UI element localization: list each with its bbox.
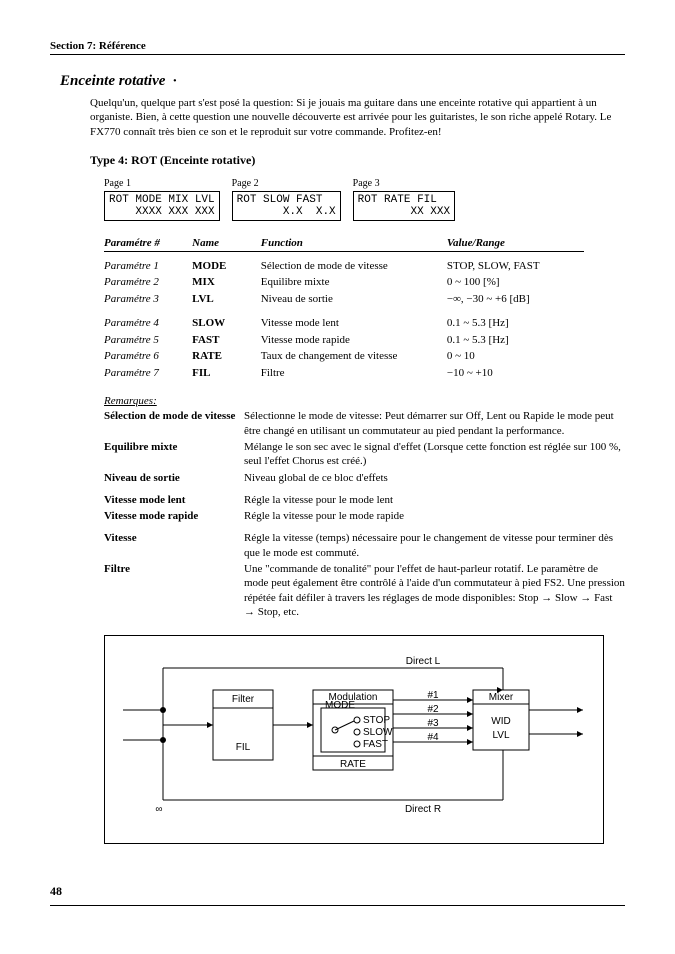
param-name: FAST <box>192 332 261 349</box>
header-function: Function <box>261 237 447 249</box>
svg-text:FIL: FIL <box>236 742 251 753</box>
param-num: Paramétre 5 <box>104 332 192 349</box>
remark-label: Vitesse mode rapide <box>104 509 244 523</box>
param-range: 0.1 ~ 5.3 [Hz] <box>447 315 584 332</box>
remark-row: Niveau de sortieNiveau global de ce bloc… <box>104 471 625 485</box>
svg-text:∞: ∞ <box>155 804 162 815</box>
param-range: 0.1 ~ 5.3 [Hz] <box>447 332 584 349</box>
remark-text: Sélectionne le mode de vitesse: Peut dém… <box>244 409 625 438</box>
remark-row: Vitesse mode lentRégle la vitesse pour l… <box>104 493 625 507</box>
param-num: Paramétre 7 <box>104 365 192 382</box>
param-name: LVL <box>192 291 261 308</box>
svg-text:#1: #1 <box>427 690 439 701</box>
remark-label: Equilibre mixte <box>104 440 244 469</box>
page-boxes: Page 1 ROT MODE MIX LVL XXXX XXX XXX Page … <box>104 178 625 221</box>
page-label: Page 2 <box>232 178 341 189</box>
block-diagram: FilterFILModulationMODESTOPSLOWFASTRATE#… <box>104 635 604 844</box>
param-func: Vitesse mode rapide <box>261 332 447 349</box>
remark-row: FiltreUne "commande de tonalité" pour l'… <box>104 562 625 619</box>
table-row: Paramétre 6RATETaux de changement de vit… <box>104 348 584 365</box>
remark-text: Niveau global de ce bloc d'effets <box>244 471 625 485</box>
header-name: Name <box>192 237 261 249</box>
remark-text: Une "commande de tonalité" pour l'effet … <box>244 562 625 619</box>
svg-text:Direct R: Direct R <box>405 804 441 815</box>
param-name: RATE <box>192 348 261 365</box>
header-param-num: Paramétre # <box>104 237 192 249</box>
param-name: FIL <box>192 365 261 382</box>
param-range: STOP, SLOW, FAST <box>447 258 584 275</box>
param-num: Paramétre 1 <box>104 258 192 275</box>
page-label: Page 1 <box>104 178 220 189</box>
svg-text:#2: #2 <box>427 704 439 715</box>
svg-text:MODE: MODE <box>325 700 355 711</box>
header-range: Value/Range <box>447 237 584 249</box>
param-num: Paramétre 6 <box>104 348 192 365</box>
param-func: Vitesse mode lent <box>261 315 447 332</box>
param-func: Taux de changement de vitesse <box>261 348 447 365</box>
parameter-table: Paramétre # Name Function Value/Range Pa… <box>104 237 584 382</box>
svg-text:WID: WID <box>491 716 510 727</box>
table-row: Paramétre 2MIXEquilibre mixte0 ~ 100 [%] <box>104 274 584 291</box>
page-label: Page 3 <box>353 178 455 189</box>
intro-text: Quelqu'un, quelque part s'est posé la qu… <box>90 96 625 139</box>
remark-row: Sélection de mode de vitesseSélectionne … <box>104 409 625 438</box>
remark-text: Mélange le son sec avec le signal d'effe… <box>244 440 625 469</box>
table-row: Paramétre 5FASTVitesse mode rapide0.1 ~ … <box>104 332 584 349</box>
remark-label: Vitesse mode lent <box>104 493 244 507</box>
param-range: −∞, −30 ~ +6 [dB] <box>447 291 584 308</box>
remark-label: Vitesse <box>104 531 244 560</box>
param-func: Sélection de mode de vitesse <box>261 258 447 275</box>
remark-text: Régle la vitesse pour le mode lent <box>244 493 625 507</box>
param-range: −10 ~ +10 <box>447 365 584 382</box>
remarks-title: Remarques: <box>104 395 625 407</box>
table-row: Paramétre 3LVLNiveau de sortie−∞, −30 ~ … <box>104 291 584 308</box>
svg-text:LVL: LVL <box>492 730 509 741</box>
table-row: Paramétre 4SLOWVitesse mode lent0.1 ~ 5.… <box>104 315 584 332</box>
param-num: Paramétre 3 <box>104 291 192 308</box>
svg-text:FAST: FAST <box>363 739 388 750</box>
param-name: SLOW <box>192 315 261 332</box>
svg-text:Direct L: Direct L <box>406 656 441 667</box>
svg-text:#4: #4 <box>427 732 439 743</box>
svg-text:SLOW: SLOW <box>363 727 393 738</box>
lcd-box: ROT RATE FIL XX XXX <box>353 191 455 221</box>
section-header: Section 7: Référence <box>50 40 625 55</box>
table-row: Paramétre 1MODESélection de mode de vite… <box>104 258 584 275</box>
svg-text:Mixer: Mixer <box>489 692 514 703</box>
param-name: MIX <box>192 274 261 291</box>
param-num: Paramétre 4 <box>104 315 192 332</box>
remark-text: Régle la vitesse pour le mode rapide <box>244 509 625 523</box>
page-number: 48 <box>50 884 625 899</box>
svg-text:Filter: Filter <box>232 694 255 705</box>
remark-label: Sélection de mode de vitesse <box>104 409 244 438</box>
param-func: Equilibre mixte <box>261 274 447 291</box>
param-num: Paramétre 2 <box>104 274 192 291</box>
remark-label: Niveau de sortie <box>104 471 244 485</box>
svg-text:RATE: RATE <box>340 759 366 770</box>
remark-row: Equilibre mixteMélange le son sec avec l… <box>104 440 625 469</box>
page-title: Enceinte rotative · <box>60 73 625 90</box>
remark-row: VitesseRégle la vitesse (temps) nécessai… <box>104 531 625 560</box>
lcd-box: ROT SLOW FAST X.X X.X <box>232 191 341 221</box>
svg-text:#3: #3 <box>427 718 439 729</box>
param-func: Filtre <box>261 365 447 382</box>
remark-label: Filtre <box>104 562 244 619</box>
type-subtitle: Type 4: ROT (Enceinte rotative) <box>90 153 625 168</box>
param-range: 0 ~ 100 [%] <box>447 274 584 291</box>
svg-text:STOP: STOP <box>363 715 390 726</box>
lcd-box: ROT MODE MIX LVL XXXX XXX XXX <box>104 191 220 221</box>
param-range: 0 ~ 10 <box>447 348 584 365</box>
param-name: MODE <box>192 258 261 275</box>
remarks-section: Remarques: Sélection de mode de vitesseS… <box>104 395 625 619</box>
remark-text: Régle la vitesse (temps) nécessaire pour… <box>244 531 625 560</box>
remark-row: Vitesse mode rapideRégle la vitesse pour… <box>104 509 625 523</box>
param-func: Niveau de sortie <box>261 291 447 308</box>
table-row: Paramétre 7FILFiltre−10 ~ +10 <box>104 365 584 382</box>
